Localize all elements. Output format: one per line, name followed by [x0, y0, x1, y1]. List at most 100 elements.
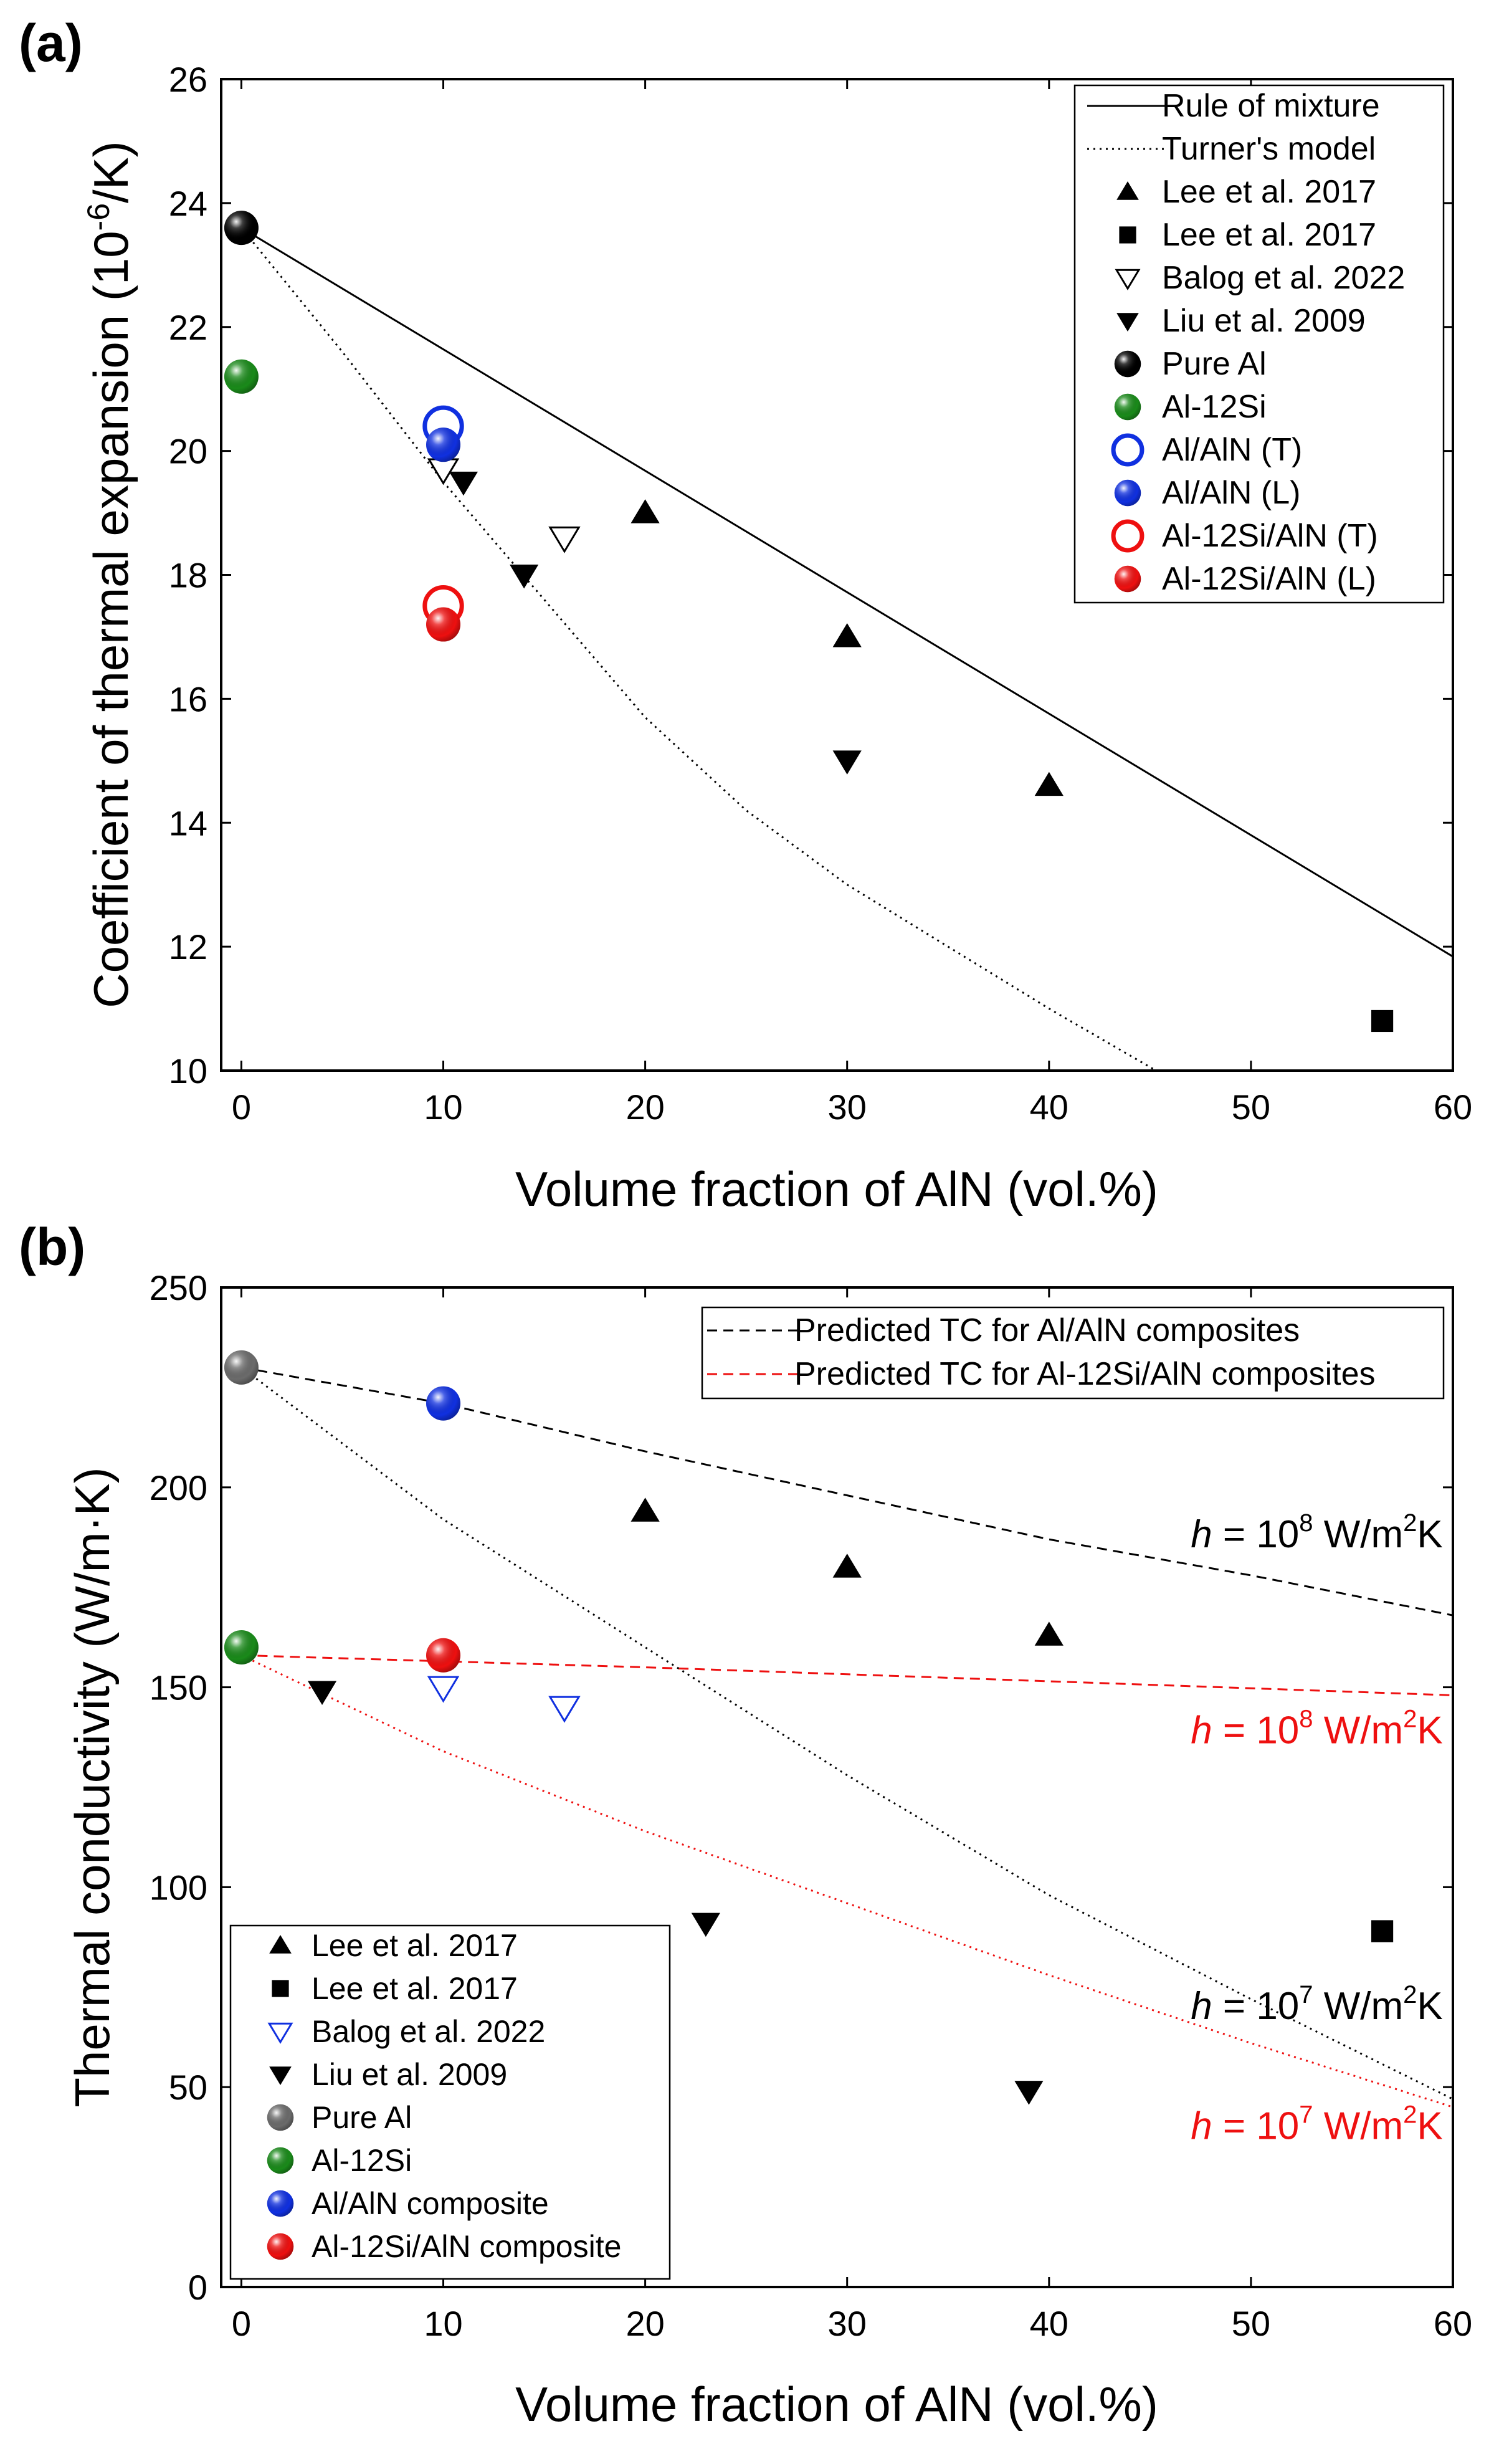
legend-marker-swatch-shape — [1111, 519, 1144, 553]
data-point — [832, 750, 862, 775]
legend-label: Al-12Si/AlN (L) — [1162, 561, 1376, 597]
x-tick-label: 40 — [1030, 2304, 1068, 2343]
panel-b-legend-top-box — [701, 1306, 1445, 1400]
series-line — [241, 1366, 1453, 1616]
data-point-shape — [1034, 771, 1064, 796]
y-tick-label: 26 — [169, 60, 207, 99]
y-tick-label: 20 — [169, 432, 207, 471]
data-point — [224, 1630, 259, 1664]
data-point — [832, 623, 862, 647]
annotation-part: 7 — [1299, 1981, 1313, 2008]
x-tick-label: 30 — [828, 2304, 867, 2343]
annotation-part: K — [1417, 1709, 1442, 1752]
panel-a-legend-box — [1073, 84, 1445, 604]
y-tick-label: 14 — [169, 803, 207, 843]
x-tick-label: 60 — [1434, 1087, 1472, 1127]
legend-marker-swatch-shine — [1114, 479, 1141, 507]
data-point-shape — [1034, 1621, 1064, 1646]
panel-a-x-axis-label: Volume fraction of AlN (vol.%) — [515, 1162, 1158, 1216]
x-tick-label: 10 — [424, 1087, 462, 1127]
annotation-part: W/m — [1313, 1985, 1404, 2028]
data-point-shape — [1371, 1920, 1394, 1942]
data-point — [832, 1554, 862, 1578]
annotation-part: 8 — [1299, 1509, 1313, 1537]
legend-marker-swatch — [1114, 393, 1141, 421]
legend-label: Pure Al — [1162, 346, 1267, 382]
panel-b-legend-bottom-box — [229, 1924, 671, 2280]
legend-marker-swatch-shape — [1116, 313, 1139, 332]
annotation-part: 8 — [1299, 1705, 1313, 1732]
data-point-shape — [631, 1497, 660, 1522]
data-point-shine — [224, 1630, 259, 1664]
legend-label: Lee et al. 2017 — [312, 1928, 518, 1963]
legend-marker-swatch-shape — [269, 1935, 292, 1954]
data-point-shape — [548, 1696, 581, 1723]
annotation-part: 2 — [1403, 2101, 1417, 2129]
data-point-shape — [307, 1681, 337, 1706]
y-tick-label: 100 — [150, 1868, 207, 1907]
data-point-shape — [832, 623, 862, 647]
data-point — [1014, 2081, 1044, 2105]
annotation-part: 2 — [1403, 1705, 1417, 1732]
data-point-shape — [1371, 1010, 1394, 1033]
data-point — [691, 1912, 720, 1937]
annotation-part: 7 — [1299, 2101, 1313, 2129]
data-point — [510, 565, 539, 589]
data-point — [426, 427, 461, 462]
panel-a-series — [224, 211, 1453, 1071]
panel-a-letter: (a) — [19, 14, 83, 72]
legend-label: Al-12Si/AlN (T) — [1162, 518, 1378, 554]
h-value-annotation: h = 107 W/m2K — [1191, 2101, 1443, 2148]
data-point-shape — [449, 471, 478, 496]
legend-label: Liu et al. 2009 — [1162, 303, 1366, 339]
legend-marker-swatch — [267, 2022, 293, 2044]
panel-a-y-label-main: Coefficient of thermal expansion (10 — [83, 231, 138, 1008]
legend-marker-swatch-shine — [267, 2190, 294, 2217]
panel-b-y-axis-label: Thermal conductivity (W/m·K) — [65, 1467, 120, 2107]
panel-b-plot-frame — [220, 1286, 1454, 2288]
legend-marker-swatch — [1115, 269, 1141, 290]
legend-label: Liu et al. 2009 — [312, 2057, 507, 2092]
data-point — [426, 607, 461, 642]
series-line — [240, 1367, 1453, 2100]
data-point-shape — [691, 1912, 720, 1937]
h-value-annotation: h = 107 W/m2K — [1191, 1981, 1443, 2028]
x-tick-label: 60 — [1434, 2304, 1472, 2343]
panel-a-y-axis-label: Coefficient of thermal expansion (10-6/K… — [81, 141, 138, 1008]
legend-marker-swatch — [1116, 181, 1139, 200]
legend-label: Predicted TC for Al/AlN composites — [794, 1312, 1300, 1349]
legend-marker-swatch — [272, 1980, 289, 1997]
x-tick-label: 20 — [626, 2304, 664, 2343]
data-point-shine — [224, 211, 259, 246]
legend-marker-swatch — [267, 2233, 294, 2260]
legend-marker-swatch — [1114, 350, 1141, 378]
panel-a-cte-chart: (a) 0 10 20 30 40 50 60 10 12 14 16 18 20 22 24 26 Volu… — [19, 14, 1472, 1216]
x-tick-label: 40 — [1030, 1087, 1068, 1127]
legend-marker-swatch — [267, 2147, 294, 2174]
annotation-part: W/m — [1313, 2105, 1404, 2148]
legend-label: Lee et al. 2017 — [1162, 174, 1376, 210]
y-tick-label: 0 — [188, 2268, 207, 2307]
y-tick-label: 50 — [169, 2068, 207, 2107]
data-point — [1034, 771, 1064, 796]
data-point-shine — [224, 359, 259, 394]
x-tick-label: 10 — [424, 2304, 462, 2343]
annotation-part: W/m — [1313, 1709, 1404, 1752]
legend-label: Pure Al — [312, 2100, 412, 2135]
panel-b-series — [224, 1350, 1453, 2108]
legend-marker-swatch-shine — [1114, 393, 1141, 421]
data-point-shine — [426, 1386, 461, 1421]
annotation-part: h — [1191, 1513, 1212, 1556]
x-tick-label: 30 — [828, 1087, 867, 1127]
legend-marker-swatch-shine — [267, 2147, 294, 2174]
legend-marker-swatch-shine — [267, 2104, 294, 2131]
y-tick-label: 12 — [169, 927, 207, 967]
series-line — [240, 227, 1453, 958]
data-point — [548, 1696, 581, 1723]
legend-label: Balog et al. 2022 — [312, 2014, 545, 2049]
annotation-part: = 10 — [1212, 1709, 1300, 1752]
x-tick-label: 20 — [626, 1087, 664, 1127]
legend-marker-swatch-shine — [267, 2233, 294, 2260]
data-point — [449, 471, 478, 496]
